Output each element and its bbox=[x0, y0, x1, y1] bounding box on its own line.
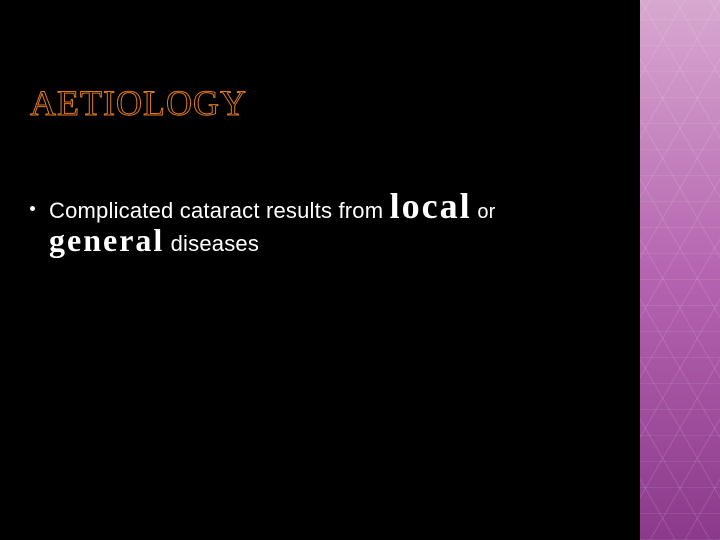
slide: AETIOLOGY Complicated cataract results f… bbox=[0, 0, 720, 540]
emph-general: general bbox=[49, 222, 164, 258]
slide-title: AETIOLOGY bbox=[30, 82, 247, 124]
body-bullet: Complicated cataract results from local … bbox=[30, 190, 620, 259]
text-trail: diseases bbox=[164, 231, 259, 256]
emph-local: local bbox=[390, 186, 472, 226]
text-or: or bbox=[472, 201, 496, 223]
body-text: Complicated cataract results from local … bbox=[49, 190, 496, 259]
bullet-icon bbox=[30, 206, 35, 211]
text-lead: Complicated cataract results from bbox=[49, 198, 390, 223]
side-decoration bbox=[640, 0, 720, 540]
